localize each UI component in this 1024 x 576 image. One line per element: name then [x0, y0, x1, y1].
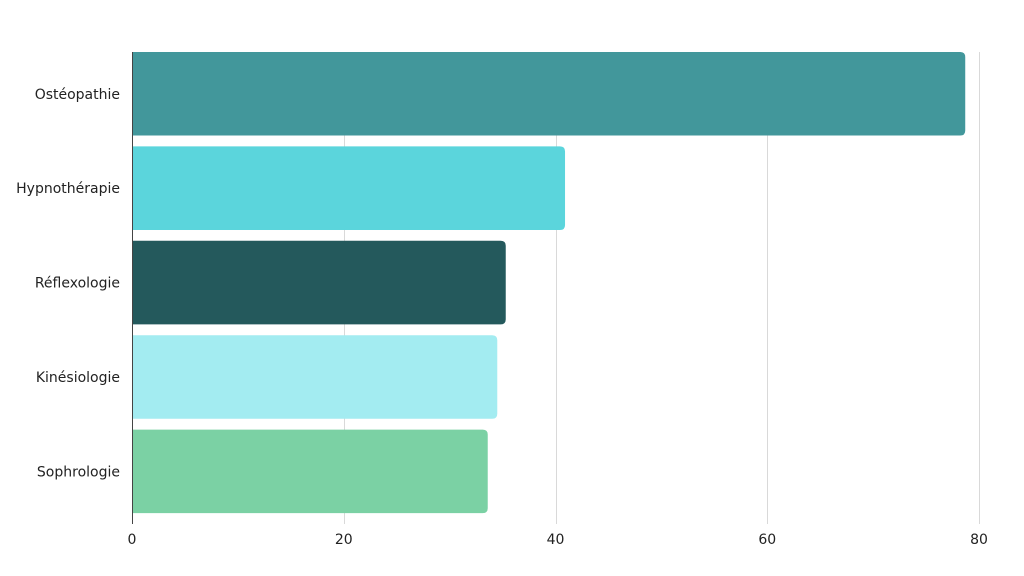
bar-hypnotherapie[interactable] [132, 146, 566, 230]
x-tick-label-layer: 0 20 40 60 80 [128, 532, 988, 548]
x-tick-label-40: 40 [547, 532, 565, 548]
category-label-osteopathie: Ostéopathie [35, 87, 120, 103]
x-tick-label-20: 20 [335, 532, 353, 548]
category-label-kinesiologie: Kinésiologie [36, 370, 120, 386]
bar-kinesiologie[interactable] [132, 335, 498, 419]
bar-reflexologie[interactable] [132, 240, 506, 325]
category-label-sophrologie: Sophrologie [37, 464, 120, 480]
category-label-hypnotherapie: Hypnothérapie [16, 181, 120, 197]
x-tick-label-60: 60 [758, 532, 776, 548]
bar-layer [132, 52, 966, 514]
category-label-reflexologie: Réflexologie [35, 276, 120, 292]
category-label-layer: Ostéopathie Hypnothérapie Réflexologie Kiné… [16, 87, 120, 481]
bar-sophrologie[interactable] [132, 429, 488, 514]
x-tick-label-80: 80 [970, 532, 988, 548]
x-tick-label-0: 0 [128, 532, 137, 548]
bar-osteopathie[interactable] [132, 52, 966, 136]
